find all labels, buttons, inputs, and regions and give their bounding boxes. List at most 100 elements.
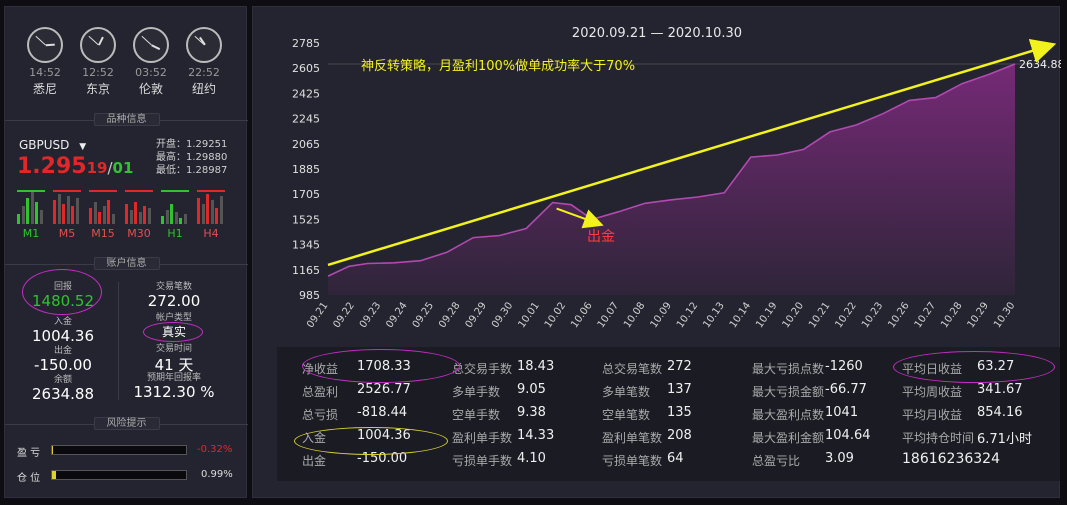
withdraw-annotation: 出金: [587, 229, 615, 245]
low-price: 最低：1.28987: [156, 165, 228, 176]
stat-value: 341.67: [977, 382, 1023, 397]
stat-label: 盈利单笔数: [602, 431, 663, 445]
strength-bar: [53, 200, 56, 224]
strength-bar: [107, 200, 110, 224]
x-tick-label: 09.29: [464, 300, 489, 330]
strength-bars-m30: [125, 190, 153, 224]
x-tick-label: 10.08: [622, 300, 647, 330]
strength-bars-m15: [89, 190, 117, 224]
clock-0: 14:52 悉尼: [23, 27, 67, 97]
price-sep: /: [107, 159, 113, 177]
open-price: 开盘：1.29251: [156, 139, 228, 150]
clock-time: 12:52: [82, 66, 114, 79]
clock-1: 12:52 东京: [76, 27, 120, 97]
timeframe-m5[interactable]: M5: [58, 227, 76, 240]
product-section-header: 品种信息: [5, 113, 248, 127]
stat-label: 空单笔数: [602, 408, 651, 422]
stat-label: 平均月收益: [902, 408, 963, 422]
strength-bar: [75, 198, 79, 224]
phone-number: 18616236324: [902, 451, 1000, 467]
equity-area: [328, 64, 1015, 295]
strength-bar: [174, 212, 178, 224]
clock-icon: [186, 27, 222, 63]
stat-value: 64: [667, 451, 684, 466]
stat-label: 空单手数: [452, 408, 501, 422]
x-tick-label: 09.22: [331, 300, 356, 330]
hour-hand: [45, 43, 55, 46]
strength-bar: [66, 196, 70, 224]
withdraw-stat: 出金 -150.00: [23, 343, 103, 374]
daily-income-highlight: [893, 351, 1055, 383]
x-tick-label: 10.21: [807, 300, 832, 330]
stat-value: 2526.77: [357, 382, 411, 397]
strength-bar: [71, 206, 74, 224]
return-highlight: [22, 269, 102, 315]
strength-bars-m1: [17, 190, 45, 224]
y-tick-label: 1525: [292, 213, 320, 226]
y-tick-label: 1885: [292, 163, 320, 176]
stat-label: 最大亏损金额: [752, 385, 825, 399]
y-tick-label: 1705: [292, 188, 320, 201]
stat-label: 最大盈利点数: [752, 408, 825, 422]
symbol-selector[interactable]: GBPUSD ▼: [19, 138, 86, 152]
strength-bar: [93, 202, 97, 224]
x-tick-label: 10.22: [833, 300, 858, 330]
timeframe-m1[interactable]: M1: [22, 227, 40, 240]
stat-value: 4.10: [517, 451, 546, 466]
clock-icon: [27, 27, 63, 63]
stat-value: 14.33: [517, 428, 555, 443]
x-tick-label: 10.09: [649, 300, 674, 330]
clock-time: 14:52: [29, 66, 61, 79]
x-tick-label: 09.28: [437, 300, 462, 330]
y-tick-label: 2245: [292, 113, 320, 126]
price-main: 1.295: [17, 154, 87, 179]
stat-label: 总交易笔数: [602, 362, 663, 376]
strength-bar: [111, 214, 115, 224]
strength-bars-h1: [161, 190, 189, 224]
annual-return-value: 1312.30 %: [133, 383, 215, 401]
timeframe-h1[interactable]: H1: [167, 227, 183, 240]
withdraw-value: -150.00: [34, 356, 92, 374]
strength-bar: [98, 212, 101, 224]
price-sub-b: 01: [112, 159, 134, 177]
x-tick-label: 10.06: [569, 300, 594, 330]
stat-label: 总交易手数: [452, 362, 513, 376]
stat-label: 总盈亏比: [752, 454, 801, 468]
stat-label: 最大盈利金额: [752, 431, 825, 445]
stat-value: 135: [667, 405, 692, 420]
equity-line: [327, 63, 1016, 277]
strength-bar: [89, 208, 92, 224]
hour-hand: [151, 44, 161, 50]
x-tick-label: 10.20: [781, 300, 806, 330]
strength-bar: [161, 216, 164, 224]
stat-label: 亏损单手数: [452, 454, 513, 468]
strength-bar: [125, 204, 128, 224]
timeframe-m15[interactable]: M15: [91, 227, 115, 240]
pl-bar-fill: [52, 446, 54, 454]
trade-time-value: 41 天: [154, 356, 194, 374]
annual-return-stat: 预期年回报率 1312.30 %: [123, 370, 225, 401]
stat-label: 最大亏损点数: [752, 362, 825, 376]
position-value: 0.99%: [201, 469, 233, 480]
minute-hand: [35, 35, 46, 46]
account-section-header: 账户信息: [5, 257, 248, 271]
strength-bar: [215, 208, 218, 224]
clock-city: 东京: [85, 82, 110, 96]
timeframe-m30[interactable]: M30: [127, 227, 151, 240]
timeframe-h4[interactable]: H4: [203, 227, 219, 240]
minute-hand: [141, 35, 152, 46]
stat-value: 18.43: [517, 359, 555, 374]
account-divider: [118, 282, 119, 400]
y-tick-label: 1165: [292, 264, 320, 277]
pl-label: 盈 亏: [17, 448, 41, 459]
ohl-info: 开盘：1.29251 最高：1.29880 最低：1.28987: [156, 138, 227, 177]
stat-label: 平均持仓时间: [902, 431, 975, 445]
stat-label: 多单笔数: [602, 385, 651, 399]
pl-value: -0.32%: [197, 444, 233, 455]
x-tick-label: 10.13: [701, 300, 726, 330]
strength-bar: [170, 204, 173, 224]
strength-bar: [219, 196, 223, 224]
clock-icon: [133, 27, 169, 63]
trades-stat: 交易笔数 272.00: [129, 279, 219, 310]
left-panel: 14:52 悉尼 12:52 东京 03:52 伦敦 22:52 纽约 品种信息 GBPUSD…: [4, 6, 248, 498]
